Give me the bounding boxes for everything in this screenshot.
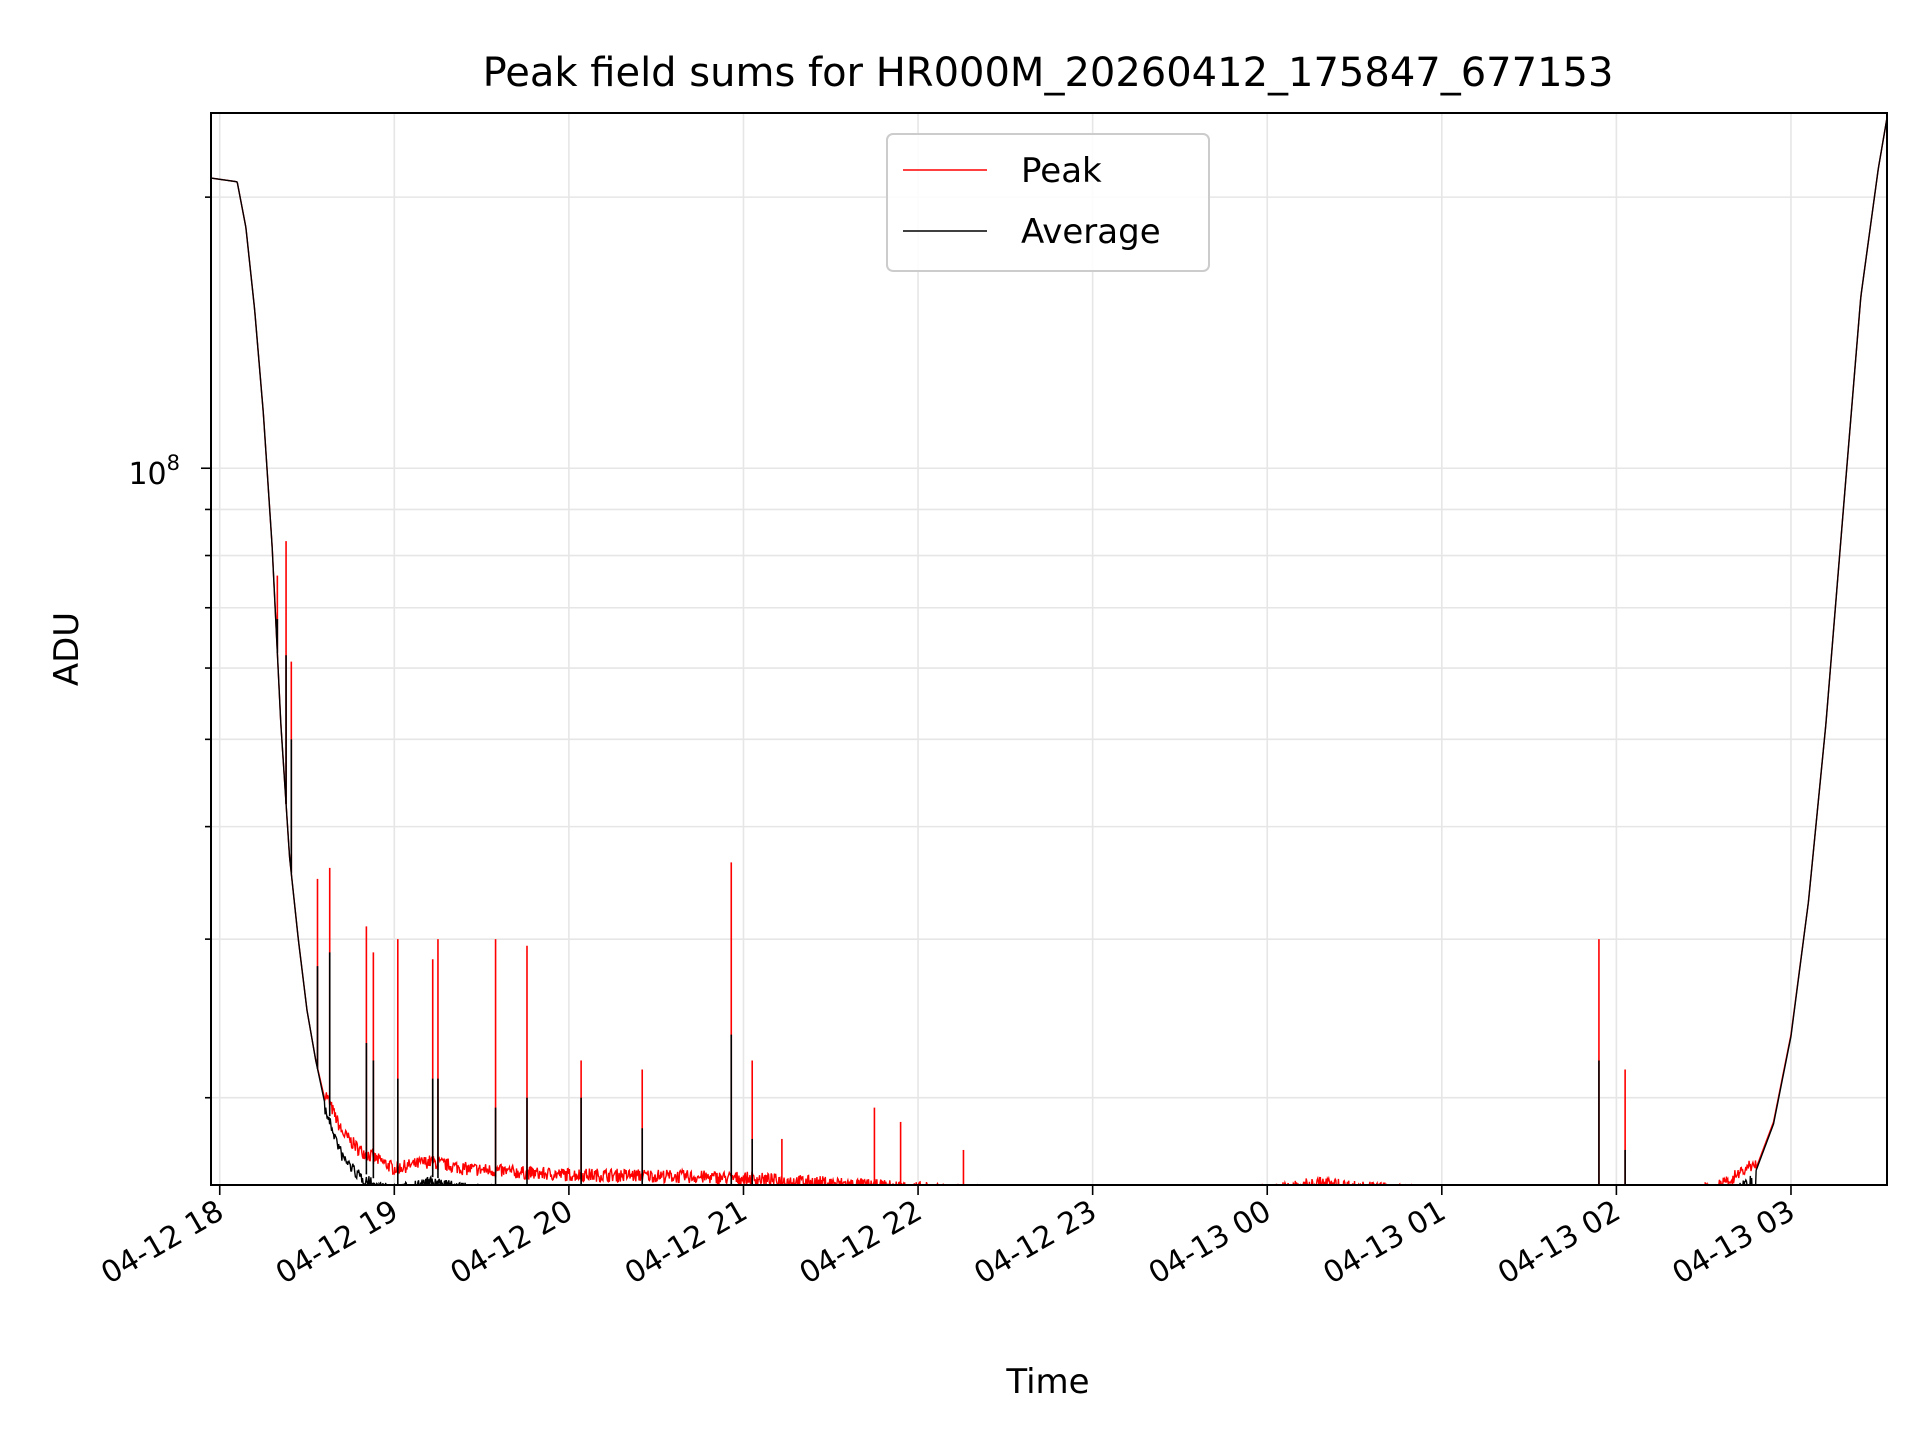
legend: Peak Average [886, 133, 1210, 272]
series-layer [211, 117, 1887, 1185]
y-axis-label: ADU [47, 612, 87, 686]
legend-label-average: Average [1021, 212, 1161, 252]
series-peak-line [211, 117, 1887, 1185]
y-axis: 108 [128, 196, 211, 1099]
y-tick-exponent: 8 [167, 451, 180, 475]
y-tick-label-1e8: 108 [128, 451, 180, 492]
series-group [211, 117, 1887, 1185]
chart-title: Peak field sums for HR000M_20260412_1758… [483, 50, 1614, 96]
plot-frame [210, 112, 1888, 1186]
x-axis-label: Time [1005, 1362, 1089, 1402]
grid-layer [211, 113, 1887, 1185]
legend-label-peak: Peak [1021, 151, 1102, 191]
legend-frame [886, 133, 1210, 272]
y-tick-base: 10 [128, 457, 166, 492]
